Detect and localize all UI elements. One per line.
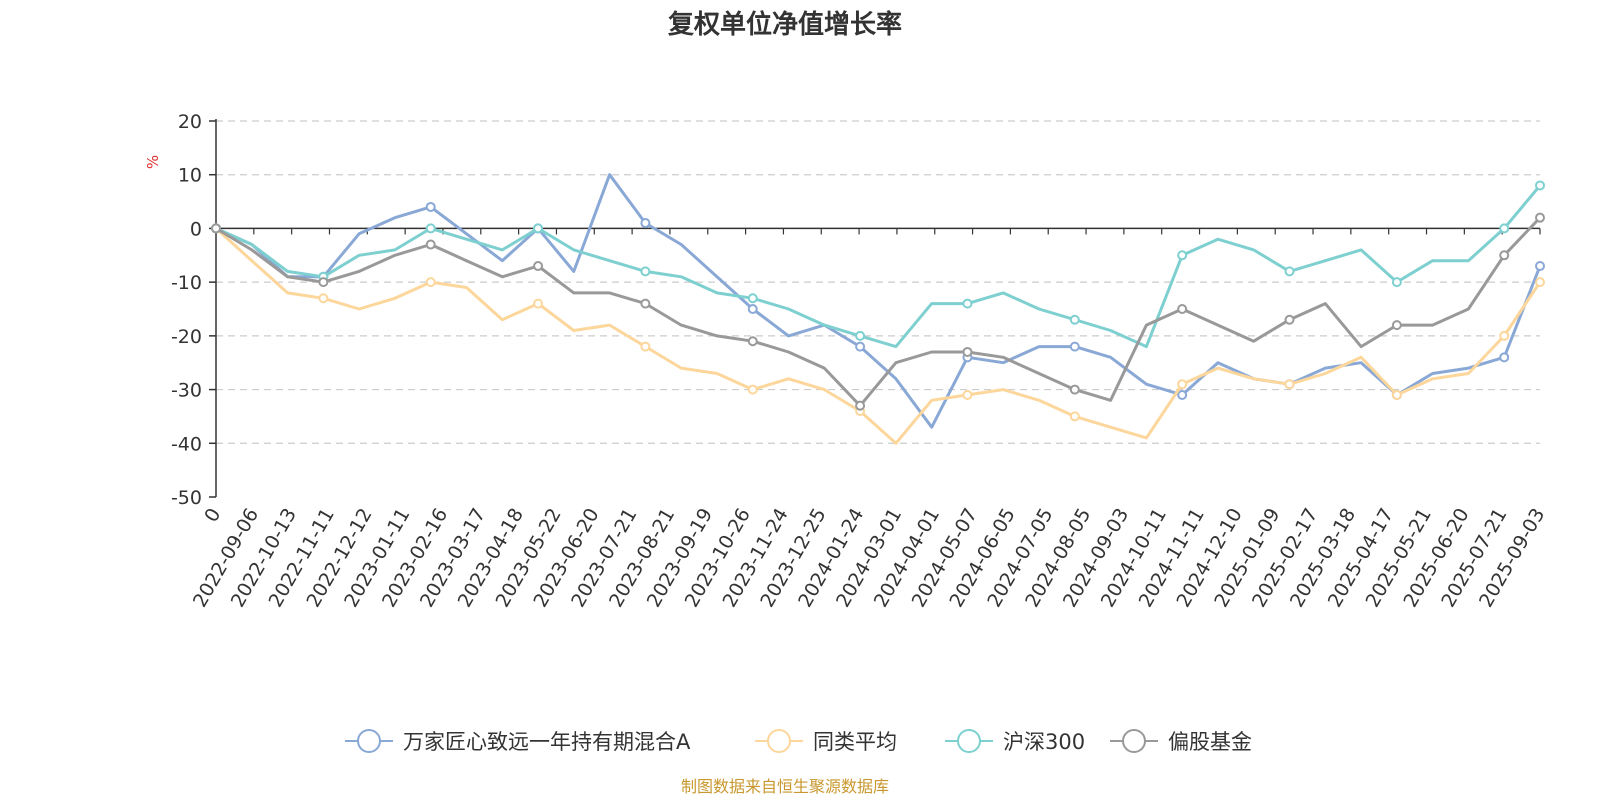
data-point [1284,266,1295,277]
data-point [1391,389,1402,400]
legend-marker [767,729,791,753]
legend-label: 同类平均 [813,730,897,754]
data-point [747,384,758,395]
data-point [962,389,973,400]
y-tick-label: -20 [171,326,202,348]
y-tick-label: -50 [171,487,202,509]
data-point [962,346,973,357]
data-point [747,336,758,347]
data-point [640,218,651,229]
series-line [214,216,1542,408]
y-axis-unit: % [144,155,162,169]
y-tick-label: -10 [171,272,202,294]
data-point [1069,411,1080,422]
data-point [533,298,544,309]
data-point [211,223,221,234]
series-3 [211,212,1545,411]
series-1 [211,223,1545,445]
data-point [425,201,436,212]
series-line [214,184,1542,349]
series-line [214,226,1542,445]
data-point [1284,314,1295,325]
legend[interactable]: 万家匠心致远一年持有期混合A 同类平均 沪深300 偏股基金 [345,729,1252,754]
legend-item[interactable]: 偏股基金 [1110,729,1252,754]
data-point [1535,180,1545,191]
series-2 [211,180,1545,349]
data-point [747,293,758,304]
data-point [1535,261,1545,272]
y-tick-label: 10 [178,165,202,187]
data-point [1499,352,1510,363]
y-axis-ticks: 20 10 0 -10 -20 -30 -40 -50 [171,111,216,509]
x-tick-label: 0 [200,505,225,526]
data-point [1499,223,1510,234]
data-point [1069,314,1080,325]
data-point [425,239,436,250]
data-point [1391,277,1402,288]
data-point [1069,341,1080,352]
y-tick-label: -30 [171,380,202,402]
legend-marker [957,729,981,753]
legend-item[interactable]: 沪深300 [945,729,1085,754]
y-tick-label: 0 [190,218,202,240]
data-point [1499,330,1510,341]
data-point [640,341,651,352]
legend-label: 偏股基金 [1168,730,1252,754]
data-point [533,223,544,234]
data-point [1069,384,1080,395]
series-group [211,173,1545,445]
legend-item[interactable]: 同类平均 [755,729,897,754]
legend-marker [357,729,381,753]
data-point [855,330,866,341]
data-point [318,277,329,288]
data-point [1284,379,1295,390]
data-point [962,298,973,309]
data-point [747,304,758,314]
y-tick-label: 20 [178,111,202,133]
data-point [1391,320,1402,331]
data-point [640,266,651,277]
axes [215,119,1540,497]
grid [216,120,1540,444]
legend-label: 沪深300 [1003,730,1085,754]
data-point [1535,277,1545,288]
data-source-note: 制图数据来自恒生聚源数据库 [681,777,889,796]
legend-label: 万家匠心致远一年持有期混合A [403,730,691,754]
data-point [855,400,866,411]
data-point [533,261,544,272]
data-point [1177,379,1188,390]
data-point [1177,304,1188,314]
data-point [425,277,436,288]
data-point [318,293,329,304]
data-point [1177,389,1188,400]
data-point [640,298,651,309]
chart-title: 复权单位净值增长率 [668,9,902,40]
data-point [855,341,866,352]
data-point [1499,250,1510,261]
data-point [1535,212,1545,223]
legend-item[interactable]: 万家匠心致远一年持有期混合A [345,729,691,754]
legend-marker [1122,729,1146,753]
y-tick-label: -40 [171,433,202,455]
data-point [1177,250,1188,261]
data-point [425,223,436,234]
series-line [214,173,1542,429]
